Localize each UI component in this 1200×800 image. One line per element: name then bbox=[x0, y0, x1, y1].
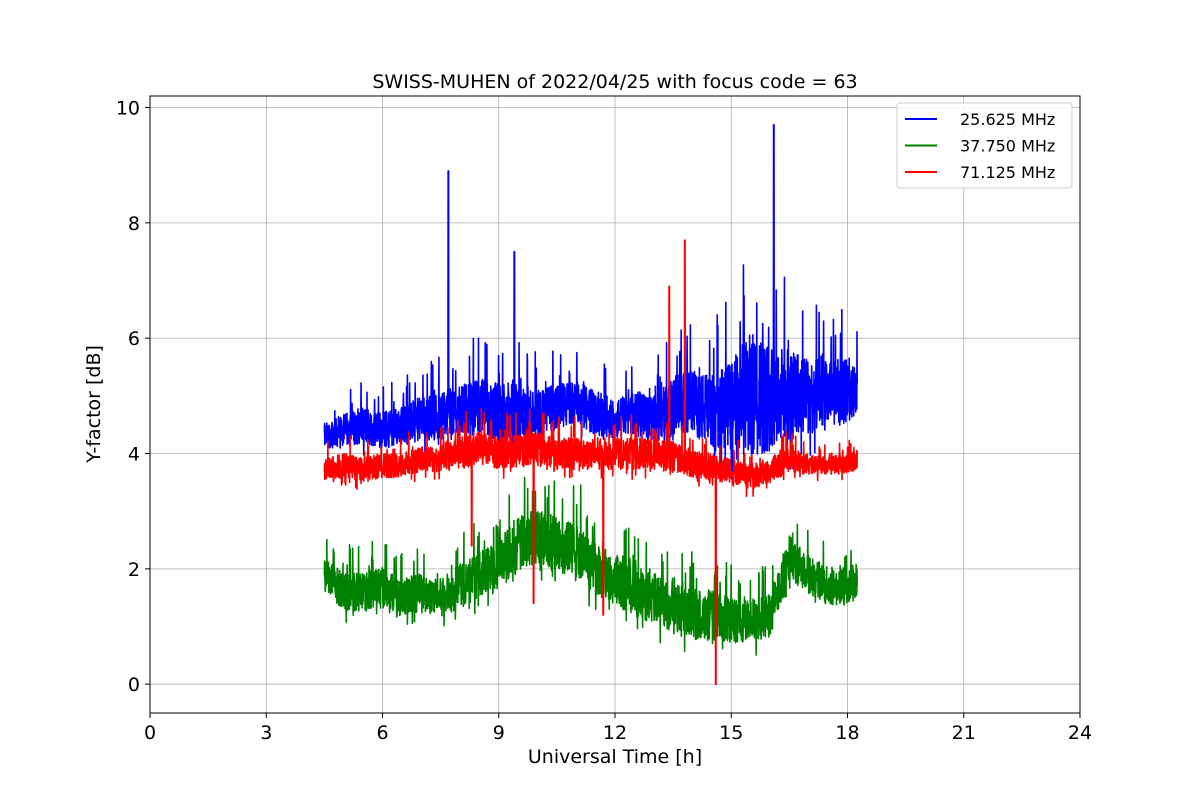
chart-title: SWISS-MUHEN of 2022/04/25 with focus cod… bbox=[372, 71, 857, 93]
legend-items: 25.625 MHz 37.750 MHz 71.125 MHz bbox=[905, 110, 1055, 182]
y-tick-label: 8 bbox=[128, 213, 140, 235]
x-tick-label: 6 bbox=[376, 722, 388, 744]
y-tick-label: 4 bbox=[128, 444, 140, 466]
x-tick-label: 18 bbox=[835, 722, 859, 744]
legend-label: 25.625 MHz bbox=[960, 110, 1055, 129]
legend-box bbox=[896, 102, 1073, 189]
x-tick-label: 15 bbox=[719, 722, 743, 744]
x-tick-label: 21 bbox=[952, 722, 976, 744]
x-axis-label: Universal Time [h] bbox=[528, 746, 702, 768]
y-axis-label: Y-factor [dB] bbox=[83, 345, 105, 464]
y-axis: 0 2 4 6 8 10 bbox=[116, 98, 150, 696]
x-tick-label: 9 bbox=[493, 722, 505, 744]
legend-label: 71.125 MHz bbox=[960, 163, 1055, 182]
series-line-1 bbox=[323, 124, 858, 485]
series-line-2 bbox=[323, 476, 858, 656]
x-tick-label: 24 bbox=[1068, 722, 1092, 744]
x-tick-label: 12 bbox=[603, 722, 627, 744]
y-tick-label: 10 bbox=[116, 98, 140, 120]
y-tick-label: 2 bbox=[128, 559, 140, 581]
x-axis: 0 3 6 9 12 15 18 21 24 bbox=[144, 713, 1092, 744]
x-tick-label: 0 bbox=[144, 722, 156, 744]
legend: 25.625 MHz 37.750 MHz 71.125 MHz bbox=[896, 102, 1073, 189]
legend-label: 37.750 MHz bbox=[960, 137, 1055, 156]
y-tick-label: 0 bbox=[128, 674, 140, 696]
y-tick-label: 6 bbox=[128, 328, 140, 350]
series-lines bbox=[323, 124, 858, 685]
x-tick-label: 3 bbox=[260, 722, 272, 744]
series-line-3 bbox=[323, 239, 858, 685]
